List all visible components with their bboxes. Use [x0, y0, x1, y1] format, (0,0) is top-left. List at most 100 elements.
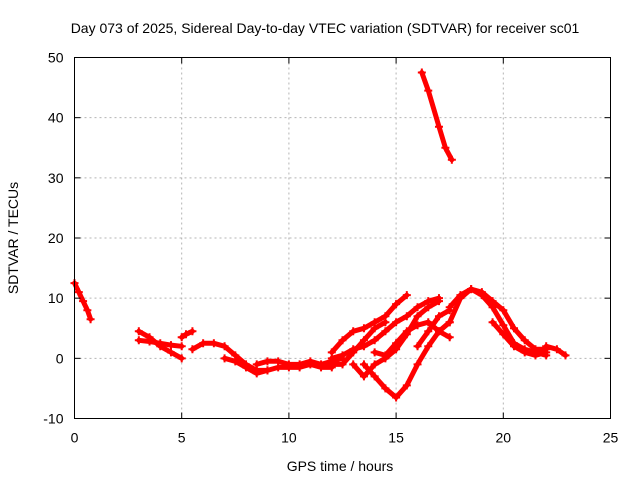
series-track-12 [359, 318, 454, 402]
data-point-marker [252, 369, 261, 378]
y-tick-label: 30 [48, 170, 64, 186]
data-point-marker [83, 306, 92, 315]
data-point-marker [177, 333, 186, 342]
data-point-marker [488, 303, 497, 312]
data-point-marker [424, 342, 433, 351]
data-point-marker [499, 330, 508, 339]
data-point-marker [220, 354, 229, 363]
data-point-marker [402, 291, 411, 300]
data-point-marker [441, 143, 450, 152]
data-point-marker [402, 381, 411, 390]
series-track-19 [542, 342, 570, 360]
data-point-marker [370, 360, 379, 369]
data-point-marker [349, 348, 358, 357]
series-track-05 [188, 339, 272, 375]
data-point-marker [552, 345, 561, 354]
y-tick-label: 50 [48, 50, 64, 66]
data-point-marker [359, 360, 368, 369]
data-point-marker [467, 285, 476, 294]
data-point-marker [392, 300, 401, 309]
data-point-marker [166, 341, 175, 350]
series-track-08 [327, 294, 443, 363]
y-tick-label: 20 [48, 230, 64, 246]
data-point-marker [413, 321, 422, 330]
y-axis-title: SDTVAR / TECUs [5, 182, 21, 294]
data-point-marker [359, 324, 368, 333]
data-point-marker [134, 336, 143, 345]
series-track-18 [488, 318, 551, 360]
data-point-marker [542, 342, 551, 351]
data-point-marker [359, 372, 368, 381]
chart-title: Day 073 of 2025, Sidereal Day-to-day VTE… [71, 20, 580, 36]
data-point-marker [445, 333, 454, 342]
data-point-marker [424, 327, 433, 336]
series-track-03 [134, 336, 186, 351]
data-point-marker [370, 336, 379, 345]
tick-layer: 0 5 10 15 20 25 -10 0 10 20 30 40 50 [43, 50, 618, 446]
data-point-marker [166, 348, 175, 357]
data-point-marker [181, 330, 190, 339]
data-point-marker [220, 342, 229, 351]
data-point-marker [74, 288, 83, 297]
data-point-marker [338, 351, 347, 360]
data-point-marker [381, 384, 390, 393]
data-point-marker [381, 351, 390, 360]
data-point-marker [327, 348, 336, 357]
data-point-marker [531, 351, 540, 360]
data-point-marker [252, 360, 261, 369]
data-point-marker [263, 366, 272, 375]
y-tick-label: 40 [48, 110, 64, 126]
x-tick-label: 0 [71, 430, 79, 446]
data-point-marker [477, 291, 486, 300]
series-track-01 [70, 279, 95, 324]
data-point-marker [284, 360, 293, 369]
data-point-marker [199, 339, 208, 348]
data-point-marker [510, 342, 519, 351]
data-point-marker [520, 348, 529, 357]
data-point-marker [359, 336, 368, 345]
data-point-marker [445, 318, 454, 327]
data-point-marker [156, 339, 165, 348]
data-point-marker [488, 318, 497, 327]
series-track-13 [370, 318, 454, 360]
data-point-marker [145, 337, 154, 346]
data-point-marker [413, 303, 422, 312]
data-point-marker [381, 312, 390, 321]
data-point-marker [413, 312, 422, 321]
data-point-marker [510, 324, 519, 333]
data-point-marker [317, 360, 326, 369]
data-point-marker [274, 357, 283, 366]
x-tick-label: 15 [388, 430, 404, 446]
data-point-marker [338, 336, 347, 345]
data-point-marker [499, 321, 508, 330]
data-point-marker [413, 342, 422, 351]
data-point-marker [424, 86, 433, 95]
data-point-marker [434, 122, 443, 131]
series-line [543, 343, 568, 358]
data-point-marker [392, 318, 401, 327]
series-layer [70, 68, 570, 402]
data-point-marker [370, 318, 379, 327]
data-point-marker [445, 303, 454, 312]
data-point-marker [327, 360, 336, 369]
data-point-marker [499, 306, 508, 315]
series-line [415, 307, 453, 349]
data-point-marker [349, 360, 358, 369]
x-tick-label: 25 [603, 430, 619, 446]
data-point-marker [177, 342, 186, 351]
data-point-marker [392, 339, 401, 348]
data-point-marker [402, 312, 411, 321]
data-point-marker [349, 327, 358, 336]
x-axis-title: GPS time / hours [287, 458, 394, 474]
data-point-marker [79, 297, 88, 306]
data-point-marker [306, 357, 315, 366]
data-point-marker [417, 68, 426, 77]
series-line [447, 286, 549, 358]
data-point-marker [177, 354, 186, 363]
data-point-marker [434, 327, 443, 336]
data-point-marker [456, 291, 465, 300]
data-point-marker [434, 297, 443, 306]
data-point-marker [188, 345, 197, 354]
data-point-marker [561, 351, 570, 360]
